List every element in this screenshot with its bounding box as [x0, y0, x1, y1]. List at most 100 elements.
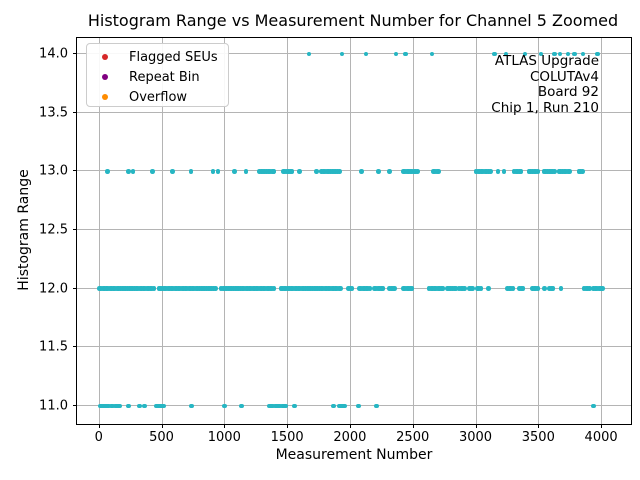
data-point — [363, 51, 369, 57]
y-tick-mark — [73, 287, 77, 289]
data-point — [338, 286, 343, 291]
plot-area: 0 500 1000 1500 2000 2500 3000 3500 4000 11.0 11.5… — [39, 37, 632, 463]
y-axis-label: Histogram Range — [16, 169, 32, 291]
data-point — [376, 169, 381, 174]
data-point — [161, 403, 166, 409]
data-point — [212, 286, 218, 291]
data-point — [292, 403, 297, 409]
data-point — [591, 403, 596, 409]
data-point — [105, 169, 111, 174]
data-point — [567, 169, 572, 174]
data-point — [538, 51, 544, 57]
data-point — [151, 286, 157, 291]
x-gridline — [98, 38, 100, 424]
legend-item-repeat-bin: Repeat Bin — [87, 67, 228, 87]
data-point — [565, 51, 571, 57]
data-point — [522, 51, 528, 57]
data-point — [342, 403, 347, 409]
data-point — [535, 169, 541, 174]
y-tick-label: 12.5 — [39, 222, 68, 238]
x-gridline — [349, 38, 351, 424]
annotation-line: COLUTAv4 — [529, 68, 599, 85]
data-point — [550, 286, 556, 291]
x-tick-mark — [412, 424, 414, 428]
data-point — [440, 286, 446, 291]
data-point — [239, 403, 244, 409]
overflow-marker-icon — [102, 94, 108, 100]
x-tick-label: 3000 — [458, 430, 493, 445]
data-point — [306, 51, 312, 57]
x-gridline — [538, 38, 540, 424]
data-point — [336, 169, 342, 174]
annotation-block: ATLAS Upgrade COLUTAv4 Board 92 Chip 1, … — [491, 53, 599, 116]
data-point — [297, 169, 302, 174]
data-point — [552, 169, 557, 174]
data-point — [289, 169, 295, 174]
x-tick-label: 0 — [94, 430, 103, 445]
data-point — [393, 51, 399, 57]
y-gridline — [77, 111, 631, 113]
x-tick-mark — [349, 424, 351, 428]
legend-item-label: Overflow — [129, 89, 188, 105]
y-tick-mark — [73, 229, 77, 231]
x-gridline — [287, 38, 289, 424]
y-gridline — [77, 229, 631, 231]
data-point — [117, 403, 123, 409]
data-point — [271, 169, 276, 174]
x-tick-label: 1000 — [207, 430, 241, 445]
data-point — [373, 403, 379, 409]
y-gridline — [77, 53, 631, 55]
y-tick-label: 11.0 — [39, 398, 68, 414]
data-point — [600, 286, 605, 291]
x-tick-mark — [224, 424, 226, 428]
y-tick-label: 14.0 — [39, 46, 68, 62]
x-tick-label: 2500 — [396, 430, 430, 445]
y-tick-label: 12.0 — [39, 281, 68, 297]
data-point — [130, 169, 136, 174]
data-point — [552, 51, 557, 57]
data-point — [462, 286, 467, 291]
data-point — [170, 169, 175, 174]
annotation-line: Board 92 — [537, 84, 599, 100]
y-tick-mark — [73, 111, 77, 113]
annotation-line: ATLAS Upgrade — [494, 53, 599, 69]
data-point — [271, 286, 277, 291]
data-point — [486, 286, 491, 291]
data-point — [126, 169, 131, 174]
data-point — [518, 169, 524, 174]
data-point — [478, 286, 484, 291]
data-point — [587, 286, 592, 291]
data-point — [380, 286, 386, 291]
data-point — [580, 51, 586, 57]
data-point — [215, 169, 221, 174]
x-tick-mark — [98, 424, 100, 428]
y-tick-mark — [73, 170, 77, 172]
y-tick-label: 11.5 — [39, 339, 68, 355]
data-point — [487, 169, 493, 174]
annotation-line: Chip 1, Run 210 — [491, 99, 599, 116]
legend-item-label: Flagged SEUs — [129, 49, 218, 65]
y-gridline — [77, 346, 631, 348]
data-point — [495, 169, 501, 174]
y-tick-mark — [73, 346, 77, 348]
data-point — [572, 51, 577, 57]
data-point — [492, 51, 497, 57]
legend-item-flagged-seus: Flagged SEUs — [87, 47, 228, 67]
legend: Flagged SEUs Repeat Bin Overflow — [86, 43, 229, 107]
data-point — [429, 51, 435, 57]
data-point — [595, 51, 600, 57]
chart-title: Histogram Range vs Measurement Number fo… — [87, 11, 619, 30]
data-point — [510, 286, 516, 291]
x-gridline — [161, 38, 163, 424]
data-point — [501, 169, 507, 174]
data-point — [150, 169, 156, 174]
x-axis-label: Measurement Number — [275, 447, 433, 463]
x-tick-mark — [287, 424, 289, 428]
data-point — [392, 286, 398, 291]
y-tick-mark — [73, 53, 77, 55]
data-point — [283, 403, 288, 409]
x-tick-label: 2000 — [333, 430, 367, 445]
y-tick-mark — [73, 404, 77, 406]
data-point — [243, 169, 249, 174]
